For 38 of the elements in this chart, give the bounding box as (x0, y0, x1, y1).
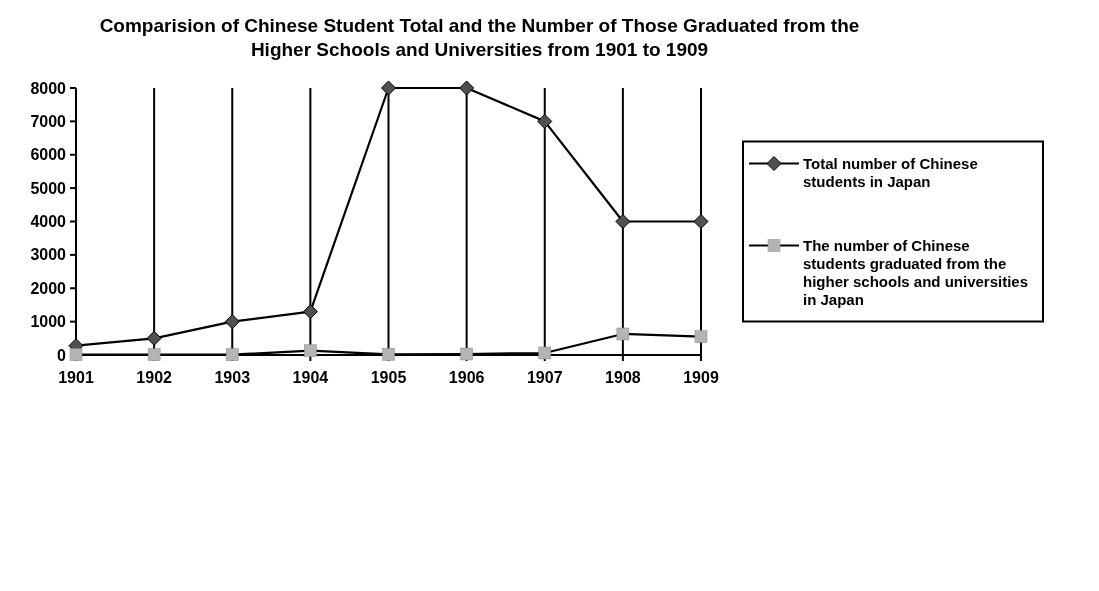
y-tick-label: 0 (57, 346, 67, 364)
y-tick-label: 8000 (30, 79, 67, 97)
point (69, 348, 83, 361)
point (304, 344, 317, 357)
legend-label: The number of Chinese students graduated from the higher schools and universities in Japan (803, 236, 1029, 308)
point (537, 113, 553, 129)
point (538, 346, 551, 360)
y-tick-label: 1000 (30, 313, 67, 331)
point (460, 347, 473, 361)
y-tick-label: 2000 (30, 279, 67, 297)
y-tick-label: 6000 (30, 146, 67, 164)
x-tick-label: 1903 (214, 369, 251, 386)
y-tick-label: 4000 (30, 213, 67, 231)
y-tick-label: 5000 (30, 179, 67, 197)
point (459, 80, 475, 96)
x-tick-label: 1901 (58, 369, 94, 386)
point (693, 214, 709, 229)
x-tick-label: 1902 (136, 369, 173, 386)
point (694, 330, 708, 343)
point (616, 327, 630, 341)
point (615, 214, 631, 229)
x-tick-label: 1908 (605, 369, 641, 386)
y-tick-label: 3000 (30, 246, 67, 264)
point (147, 348, 161, 361)
point (381, 80, 396, 96)
x-tick-label: 1909 (683, 369, 719, 386)
point (146, 330, 162, 346)
point (226, 348, 239, 361)
x-tick-label: 1904 (292, 369, 329, 386)
legend-label: Total number of Chinese students in Japan (803, 154, 978, 190)
y-tick-label: 7000 (30, 112, 67, 130)
x-tick-label: 1905 (370, 369, 407, 386)
point (382, 348, 395, 361)
point (224, 314, 240, 330)
x-tick-label: 1906 (448, 369, 485, 386)
chart-title: Comparision of Chinese Student Total and the Number of Those Graduated from the Higher Schools and Universities from 1901 to 1909 (99, 15, 860, 60)
point (302, 304, 318, 320)
x-tick-label: 1907 (526, 369, 563, 386)
